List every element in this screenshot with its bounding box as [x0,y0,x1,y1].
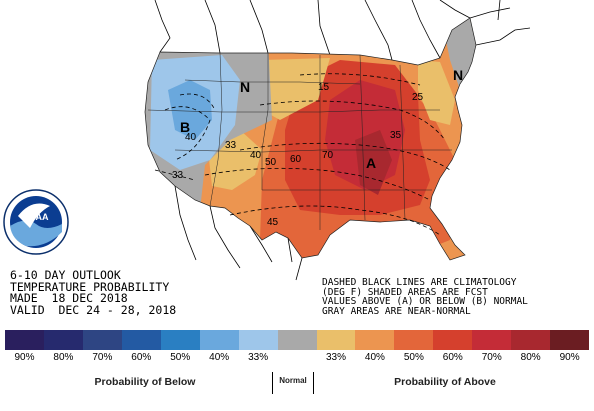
legend-label [278,352,317,366]
canada-borders [154,0,531,61]
legend-label: 70% [481,352,502,363]
contour-value-labels: 15 25 33 35 40 40 45 50 60 70 33 [172,82,424,228]
above-normal-label: A [366,155,376,171]
outlook-title: 6-10 DAY OUTLOOK [10,268,121,282]
legend-percent-labels: 90% 80% 70% 60% 50% 40% 33% 33% 40% 50% 60% 70% 80% 9… [5,352,589,366]
legend-label: 70% [92,352,113,363]
legend-label: 33% [325,352,346,363]
legend-swatch [277,330,317,350]
legend-swatch [5,330,44,350]
made-date: MADE 18 DEC 2018 [10,291,128,305]
legend-label: 60% [442,352,463,363]
note-line: VALUES ABOVE (A) OR BELOW (B) NORMAL [322,296,528,307]
contour-label: 60 [290,154,302,165]
legend-swatch [433,330,473,350]
contour-label: 33 [225,140,237,151]
contour-label: 35 [390,130,402,141]
note-line: DASHED BLACK LINES ARE CLIMATOLOGY [322,277,517,288]
near-normal-east-label: N [453,67,463,83]
contour-label: 70 [322,150,334,161]
contour-label: 45 [267,217,279,228]
legend-label: 90% [559,352,580,363]
near-normal-west-label: N [240,79,250,95]
contour-label: 40 [185,132,197,143]
legend-notes: DASHED BLACK LINES ARE CLIMATOLOGY (DEG F… [322,278,592,316]
legend-label: 80% [53,352,74,363]
valid-dates: VALID DEC 24 - 28, 2018 [10,302,177,317]
legend-swatch [121,330,161,350]
legend-swatch [199,330,239,350]
outlook-map: 15 25 33 35 40 40 45 50 60 70 33 B N N A… [3,0,531,281]
legend-label: 40% [364,352,385,363]
legend-swatch [355,330,395,350]
us-borders [144,17,477,261]
legend-label: 33% [248,352,269,363]
noaa-logo: NOAA [3,189,69,255]
legend-label: 80% [520,352,541,363]
contour-label: 50 [265,157,277,168]
outlook-subtitle: TEMPERATURE PROBABILITY [10,279,170,294]
legend-label: 90% [14,352,35,363]
title-block: 6-10 DAY OUTLOOK TEMPERATURE PROBABILITY M… [10,268,270,317]
legend-swatch [511,330,551,350]
legend-swatch [394,330,434,350]
legend-swatch [238,330,278,350]
legend-swatch [43,330,83,350]
note-line: (DEG F) SHADED AREAS ARE FCST [322,286,488,298]
legend-label: 60% [131,352,152,363]
color-legend [5,330,590,350]
probability-above-title: Probability of Above [394,376,496,388]
contour-label: 15 [318,82,330,93]
legend-label: 40% [209,352,230,363]
legend-swatch [82,330,122,350]
mexico-borders [174,185,303,281]
contour-label: 25 [412,92,424,103]
legend-label: 50% [403,352,424,363]
note-line: GRAY AREAS ARE NEAR-NORMAL [322,305,471,317]
legend-swatch [316,330,356,350]
below-normal-label: B [180,119,190,135]
contour-label: 33 [172,170,184,181]
legend-label: 50% [170,352,191,363]
probability-below-title: Probability of Below [94,376,196,388]
noaa-logo-text: NOAA [22,212,49,222]
climatology-contours [154,73,451,236]
forecast-shading [145,18,476,260]
contour-label: 40 [250,150,262,161]
legend-swatch [472,330,512,350]
normal-title: Normal [272,372,314,394]
legend-swatch [160,330,200,350]
legend-swatch [550,330,590,350]
